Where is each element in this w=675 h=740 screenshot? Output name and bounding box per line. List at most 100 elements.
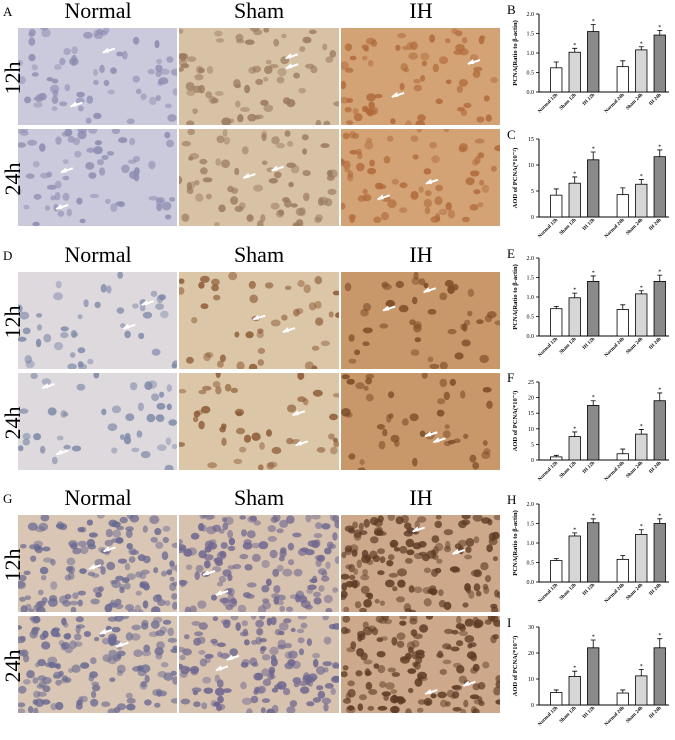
cell-nucleus xyxy=(396,640,405,648)
arrow-marker xyxy=(214,665,229,672)
cell-nucleus xyxy=(18,187,22,196)
cell-nucleus xyxy=(483,95,490,102)
cell-nucleus xyxy=(261,560,270,568)
cell-nucleus xyxy=(144,699,152,706)
cell-nucleus xyxy=(361,549,369,559)
cell-nucleus xyxy=(210,97,219,104)
cell-nucleus xyxy=(207,542,218,550)
bar xyxy=(550,67,563,93)
cell-nucleus xyxy=(390,689,398,694)
cell-nucleus xyxy=(436,653,444,658)
micrograph-image xyxy=(179,272,339,369)
cell-nucleus xyxy=(43,333,52,343)
cell-nucleus xyxy=(345,580,354,588)
cell-nucleus xyxy=(385,299,396,308)
cell-nucleus xyxy=(387,199,397,209)
cell-nucleus xyxy=(195,193,204,202)
cell-nucleus xyxy=(57,210,65,217)
cell-nucleus xyxy=(313,658,319,668)
cell-nucleus xyxy=(191,317,198,324)
cell-nucleus xyxy=(264,65,273,75)
cell-nucleus xyxy=(26,670,35,679)
cell-nucleus xyxy=(314,276,323,285)
cell-nucleus xyxy=(371,627,379,636)
cell-nucleus xyxy=(452,283,459,291)
cell-nucleus xyxy=(324,198,333,207)
cell-nucleus xyxy=(376,651,386,658)
y-axis-label: PCNA(Ratio to β-actin) xyxy=(512,264,519,330)
cell-nucleus xyxy=(276,528,284,534)
cell-nucleus xyxy=(270,202,280,210)
cell-nucleus xyxy=(111,405,122,414)
cell-nucleus xyxy=(89,671,98,679)
cell-nucleus xyxy=(27,139,38,146)
cell-nucleus xyxy=(374,598,380,604)
error-bar xyxy=(553,558,559,561)
cell-nucleus xyxy=(214,687,225,696)
cell-nucleus xyxy=(205,91,213,99)
x-tick-label: IH 24h xyxy=(649,337,663,351)
cell-nucleus xyxy=(217,360,224,368)
cell-nucleus xyxy=(28,31,35,38)
cell-nucleus xyxy=(354,349,361,356)
cell-nucleus xyxy=(306,638,312,646)
cell-nucleus xyxy=(282,568,293,577)
cell-nucleus xyxy=(467,310,473,317)
cell-nucleus xyxy=(453,662,462,668)
y-tick-label: 20 xyxy=(528,396,534,402)
cell-nucleus xyxy=(116,650,126,657)
cell-nucleus xyxy=(462,323,468,332)
cell-nucleus xyxy=(244,564,253,571)
cell-nucleus xyxy=(217,679,224,688)
cell-nucleus xyxy=(137,402,144,412)
cell-nucleus xyxy=(431,568,439,577)
x-tick-label: Normal 24h xyxy=(604,583,626,605)
cell-nucleus xyxy=(27,522,38,531)
cell-nucleus xyxy=(164,131,171,139)
cell-nucleus xyxy=(86,95,94,104)
x-tick-label: IH 12h xyxy=(582,583,596,597)
cell-nucleus xyxy=(95,592,102,598)
cell-nucleus xyxy=(455,623,466,630)
cell-nucleus xyxy=(70,330,77,338)
bar xyxy=(653,647,666,706)
micrograph-image xyxy=(18,616,177,713)
cell-nucleus xyxy=(270,654,277,661)
cell-nucleus xyxy=(465,538,475,547)
cell-nucleus xyxy=(93,79,99,86)
cell-nucleus xyxy=(473,536,480,544)
cell-nucleus xyxy=(443,391,450,401)
cell-nucleus xyxy=(24,96,32,104)
chart-panel-label: B xyxy=(507,2,516,17)
cell-nucleus xyxy=(255,636,262,645)
cell-nucleus xyxy=(470,170,480,177)
cell-nucleus xyxy=(362,188,368,195)
cell-nucleus xyxy=(194,74,204,81)
cell-nucleus xyxy=(328,433,335,440)
cell-nucleus xyxy=(206,66,214,74)
column-title: IH xyxy=(409,0,433,23)
cell-nucleus xyxy=(269,669,275,677)
cell-nucleus xyxy=(19,635,26,642)
cell-nucleus xyxy=(74,150,82,158)
cell-nucleus xyxy=(119,434,125,440)
cell-nucleus xyxy=(205,352,214,358)
cell-nucleus xyxy=(456,85,463,93)
cell-nucleus xyxy=(64,84,70,92)
bar xyxy=(550,194,563,218)
cell-nucleus xyxy=(332,587,339,593)
cell-nucleus xyxy=(32,699,38,705)
bar xyxy=(616,558,629,583)
cell-nucleus xyxy=(212,381,221,388)
cell-nucleus xyxy=(35,526,45,533)
cell-nucleus xyxy=(162,619,172,625)
error-bar xyxy=(553,188,559,196)
cell-nucleus xyxy=(363,386,369,391)
cell-nucleus xyxy=(494,589,500,598)
cell-nucleus xyxy=(230,387,238,394)
cell-nucleus xyxy=(453,49,462,55)
cell-nucleus xyxy=(34,662,40,668)
cell-nucleus xyxy=(72,547,82,555)
cell-nucleus xyxy=(356,559,362,569)
x-tick-label: Normal 12h xyxy=(538,218,560,240)
